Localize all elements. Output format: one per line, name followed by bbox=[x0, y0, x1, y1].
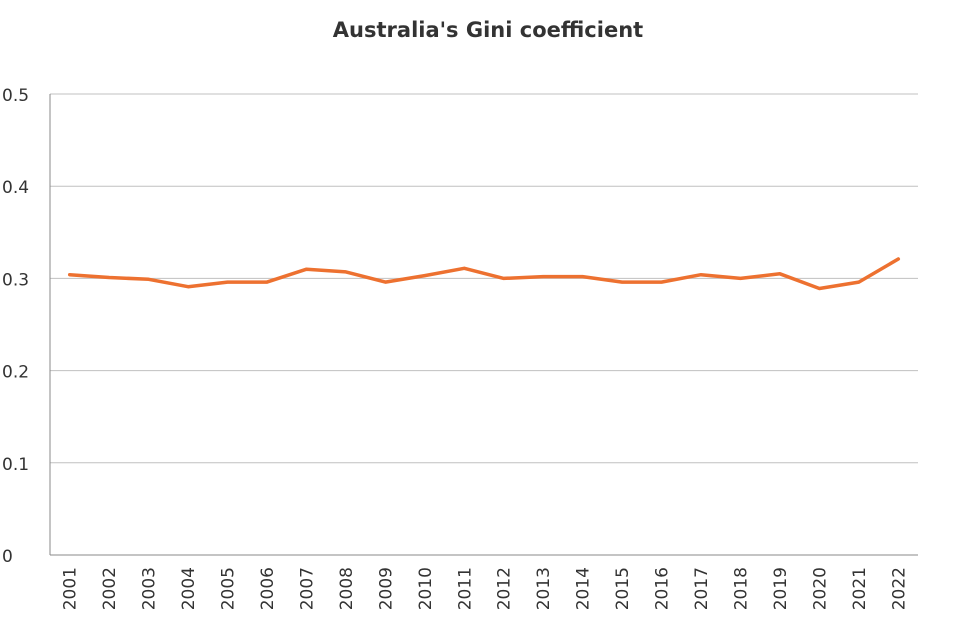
x-tick-label: 2016 bbox=[653, 567, 673, 610]
series-line bbox=[67, 257, 901, 291]
y-tick-label: 0.2 bbox=[2, 363, 29, 383]
x-tick-label: 2022 bbox=[889, 567, 909, 610]
y-tick-label: 0.5 bbox=[2, 86, 29, 106]
x-tick-label: 2005 bbox=[219, 567, 239, 610]
x-tick-label: 2012 bbox=[495, 567, 515, 610]
y-tick-label: 0.4 bbox=[2, 178, 29, 198]
x-tick-label: 2008 bbox=[337, 567, 357, 610]
x-tick-label: 2021 bbox=[850, 567, 870, 610]
x-tick-label: 2014 bbox=[574, 567, 594, 610]
x-tick-label: 2013 bbox=[534, 567, 554, 610]
x-tick-label: 2011 bbox=[455, 567, 475, 610]
y-tick-label: 0.1 bbox=[2, 455, 29, 475]
chart-title: Australia's Gini coefficient bbox=[333, 18, 643, 42]
x-tick-label: 2015 bbox=[613, 567, 633, 610]
x-tick-label: 2001 bbox=[61, 567, 81, 610]
x-tick-label: 2018 bbox=[731, 567, 751, 610]
x-tick-label: 2020 bbox=[810, 567, 830, 610]
x-tick-label: 2010 bbox=[416, 567, 436, 610]
y-tick-label: 0.3 bbox=[2, 270, 29, 290]
x-tick-label: 2007 bbox=[297, 567, 317, 610]
x-tick-label: 2004 bbox=[179, 567, 199, 610]
x-tick-label: 2003 bbox=[140, 567, 160, 610]
x-tick-label: 2009 bbox=[376, 567, 396, 610]
x-tick-label: 2019 bbox=[771, 567, 791, 610]
y-tick-label: 0 bbox=[2, 547, 13, 567]
x-tick-label: 2006 bbox=[258, 567, 278, 610]
x-tick-label: 2002 bbox=[100, 567, 120, 610]
x-tick-label: 2017 bbox=[692, 567, 712, 610]
